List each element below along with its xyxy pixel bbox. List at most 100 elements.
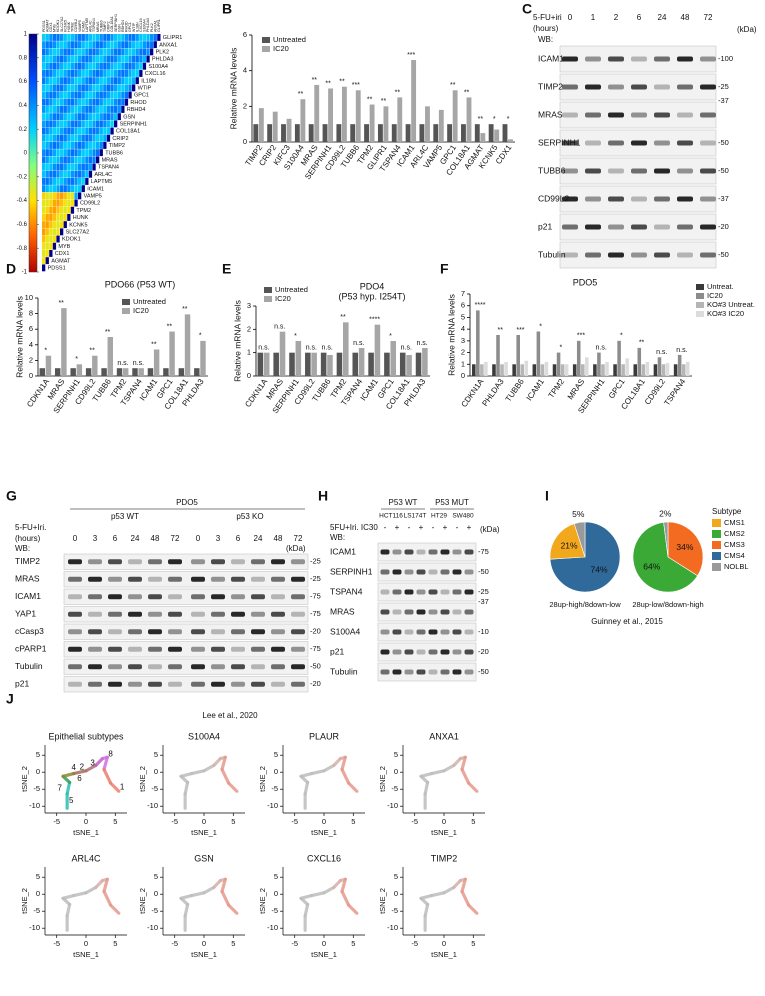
matrix-cell — [114, 98, 118, 106]
matrix-cell — [49, 149, 53, 157]
pie-caption: 28up-high/8down-low — [549, 600, 621, 609]
gene-label: MYB — [53, 24, 57, 32]
matrix-cell — [88, 134, 93, 142]
matrix-cell — [63, 170, 67, 178]
x-tick-label: 0 — [84, 817, 88, 826]
matrix-cell — [42, 214, 46, 221]
kda-marker: -25 — [478, 587, 489, 596]
matrix-cell — [88, 120, 93, 128]
colorbar-label: -0.8 — [17, 246, 28, 252]
bar — [369, 104, 375, 142]
matrix-cell — [132, 70, 136, 77]
bar — [322, 124, 328, 142]
blot-band — [428, 569, 438, 575]
cell-cloud — [340, 755, 347, 772]
bar — [178, 368, 185, 376]
cell-cloud — [179, 893, 194, 900]
bar — [327, 355, 333, 376]
gene-label: CXCL16 — [145, 71, 166, 77]
x-axis-label: tSNE_1 — [311, 828, 337, 837]
colorbar-label: -0.4 — [17, 198, 28, 204]
kda-label: (kDa) — [480, 525, 500, 534]
gene-label: PHLDA3 — [152, 57, 173, 63]
significance: * — [199, 333, 202, 340]
blot-band — [700, 168, 716, 174]
matrix-cell — [49, 250, 53, 257]
blot-band — [88, 646, 102, 652]
pie-slice — [549, 521, 621, 593]
cell-cloud — [430, 891, 446, 898]
matrix-cell — [157, 34, 161, 41]
matrix-cell — [60, 199, 64, 207]
kda-marker: -75 — [478, 547, 489, 556]
gene-label: VAMP5 — [84, 193, 102, 199]
matrix-cell — [142, 48, 147, 56]
bar — [564, 364, 569, 376]
matrix-cell — [70, 91, 75, 99]
unit-label: (hours) — [533, 24, 559, 33]
matrix-cell — [92, 113, 96, 121]
bar — [625, 358, 629, 376]
matrix-cell — [70, 192, 75, 200]
matrix-cell — [56, 228, 60, 236]
significance: * — [44, 348, 47, 355]
matrix-cell — [88, 70, 93, 77]
matrix-cell — [63, 70, 67, 77]
matrix-cell — [74, 149, 78, 157]
cell-cloud — [102, 889, 113, 907]
matrix-cell — [49, 185, 53, 193]
gene-label: RHOD — [125, 21, 129, 32]
matrix-cell — [56, 106, 60, 113]
bar — [488, 124, 494, 142]
gene-label: GSN — [123, 114, 135, 120]
matrix-cell — [103, 62, 107, 70]
matrix-cell — [60, 156, 64, 164]
gene-label: ARL4C — [89, 20, 93, 32]
matrix-cell — [60, 113, 64, 121]
blot-band — [168, 611, 182, 617]
matrix-cell — [63, 113, 67, 121]
matrix-cell — [117, 98, 121, 106]
panel-label: B — [222, 1, 232, 17]
blot-band — [392, 549, 402, 555]
blot-band — [464, 589, 474, 595]
gene-label: SERPINH1 — [114, 14, 118, 32]
protein-label: p21 — [538, 221, 552, 231]
matrix-cell — [49, 163, 53, 171]
kda-marker: -20 — [718, 222, 729, 231]
y-tick-label: 2 — [243, 101, 247, 110]
matrix-cell — [52, 120, 57, 128]
matrix-cell — [110, 70, 114, 77]
bar — [355, 90, 361, 142]
significance: n.s. — [133, 360, 144, 367]
blot-band — [562, 252, 578, 258]
matrix-cell — [56, 91, 60, 99]
matrix-cell — [49, 77, 53, 85]
matrix-cell — [85, 77, 89, 85]
blot-band — [231, 629, 245, 635]
x-axis-label: tSNE_1 — [73, 828, 99, 837]
matrix-cell — [63, 127, 67, 135]
bar — [633, 364, 638, 376]
matrix-cell — [135, 77, 139, 85]
matrix-cell — [99, 149, 103, 157]
gene-label: WTIP — [138, 85, 152, 91]
matrix-cell — [56, 55, 60, 63]
cell-cloud — [61, 771, 76, 778]
lane-label: 6 — [113, 534, 118, 543]
y-tick-label: 6 — [243, 30, 247, 39]
y-axis-label: Relative mRNA levels — [228, 48, 238, 130]
chart-title: PDO5 — [573, 277, 598, 287]
blot-band — [191, 559, 205, 565]
blot-band — [440, 589, 450, 595]
gene-label: PLK2 — [156, 49, 169, 55]
lane-label: 3 — [93, 534, 98, 543]
matrix-cell — [45, 41, 49, 49]
matrix-cell — [67, 214, 71, 221]
blot-band — [68, 629, 82, 635]
matrix-cell — [63, 34, 67, 41]
x-axis-label: tSNE_1 — [431, 950, 457, 959]
cell-cloud — [179, 771, 194, 778]
bar — [272, 111, 278, 142]
matrix-cell — [74, 170, 78, 178]
